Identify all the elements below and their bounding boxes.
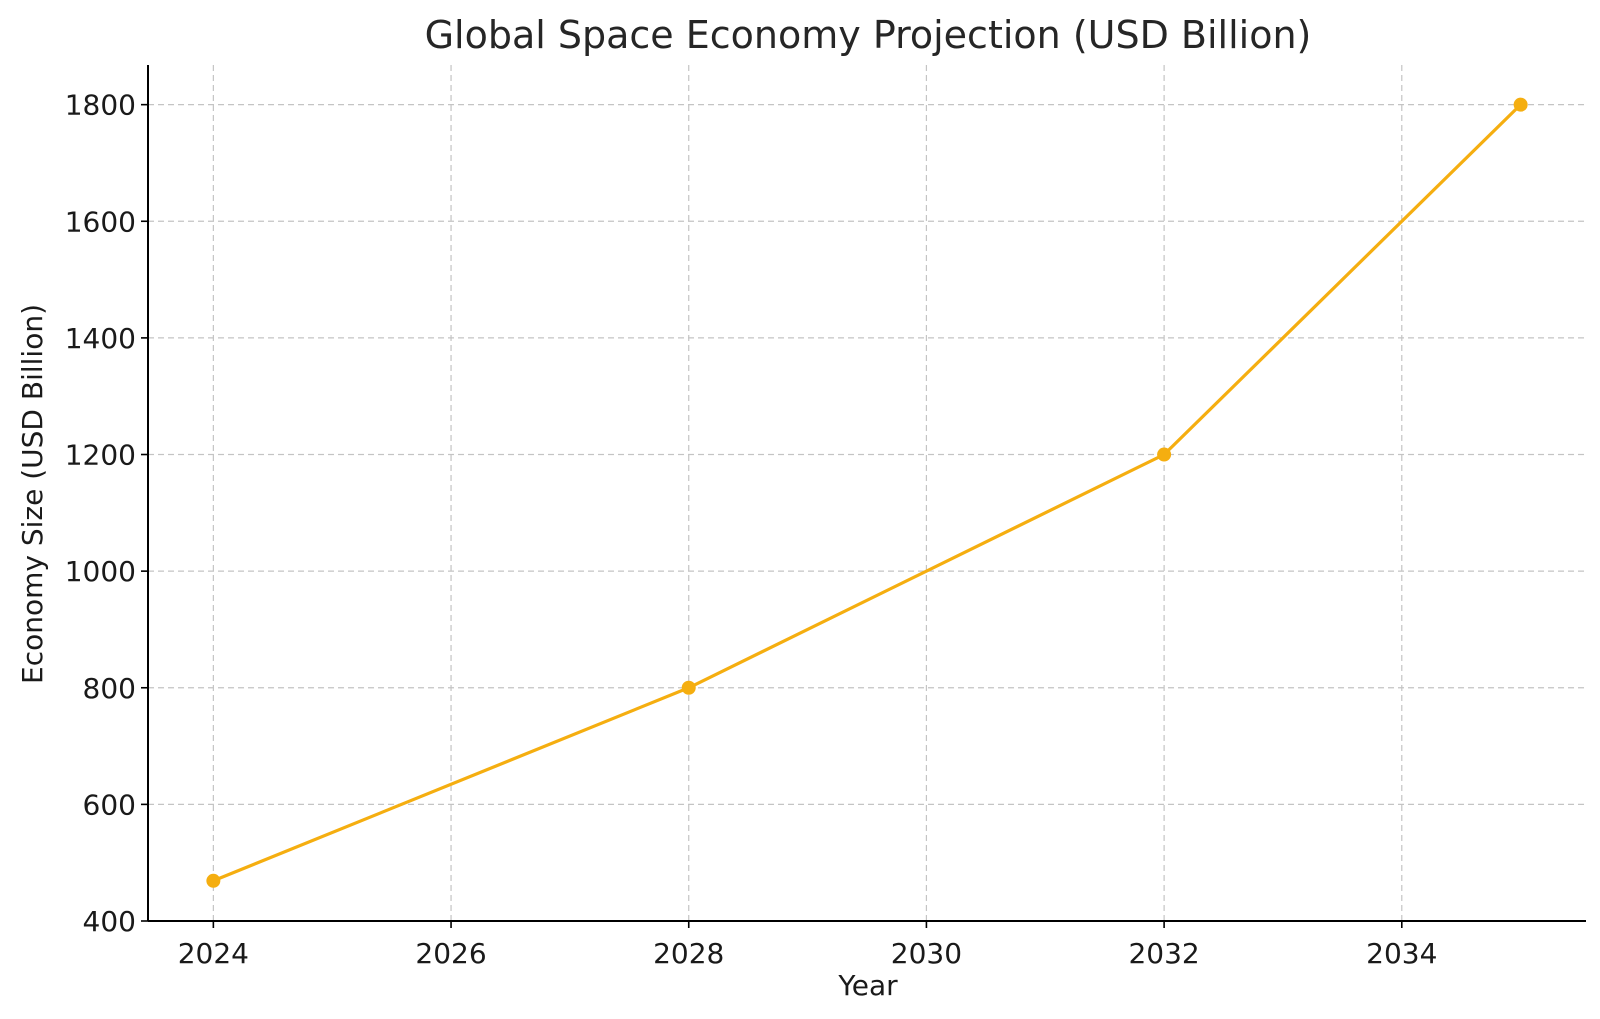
x-tick-label: 2032	[1128, 937, 1199, 970]
x-tick-label: 2026	[415, 937, 486, 970]
x-tick-label: 2024	[178, 937, 249, 970]
series	[206, 97, 1528, 888]
x-axis-ticks: 2024 2026 2028 2030 2032 2034	[178, 921, 1437, 970]
grid	[148, 65, 1586, 921]
y-tick-label: 1200	[65, 439, 136, 472]
x-tick-label: 2028	[653, 937, 724, 970]
y-axis-ticks: 400 600 800 1000 1200 1400 1600 1800	[65, 89, 148, 938]
y-tick-label: 800	[83, 672, 136, 705]
data-point	[1513, 97, 1528, 112]
y-tick-label: 1000	[65, 555, 136, 588]
series-line	[211, 103, 1523, 883]
y-tick-label: 400	[83, 905, 136, 938]
y-tick-label: 1400	[65, 322, 136, 355]
chart-title: Global Space Economy Projection (USD Bil…	[425, 13, 1312, 57]
y-tick-label: 1800	[65, 89, 136, 122]
data-point	[1157, 447, 1172, 462]
x-tick-label: 2034	[1366, 937, 1437, 970]
x-axis-label: Year	[837, 969, 898, 1002]
data-point	[206, 873, 221, 888]
x-tick-label: 2030	[891, 937, 962, 970]
y-tick-label: 600	[83, 788, 136, 821]
data-point	[681, 680, 696, 695]
y-tick-label: 1600	[65, 205, 136, 238]
y-axis-label: Economy Size (USD Billion)	[16, 304, 49, 684]
axes	[147, 65, 1586, 922]
